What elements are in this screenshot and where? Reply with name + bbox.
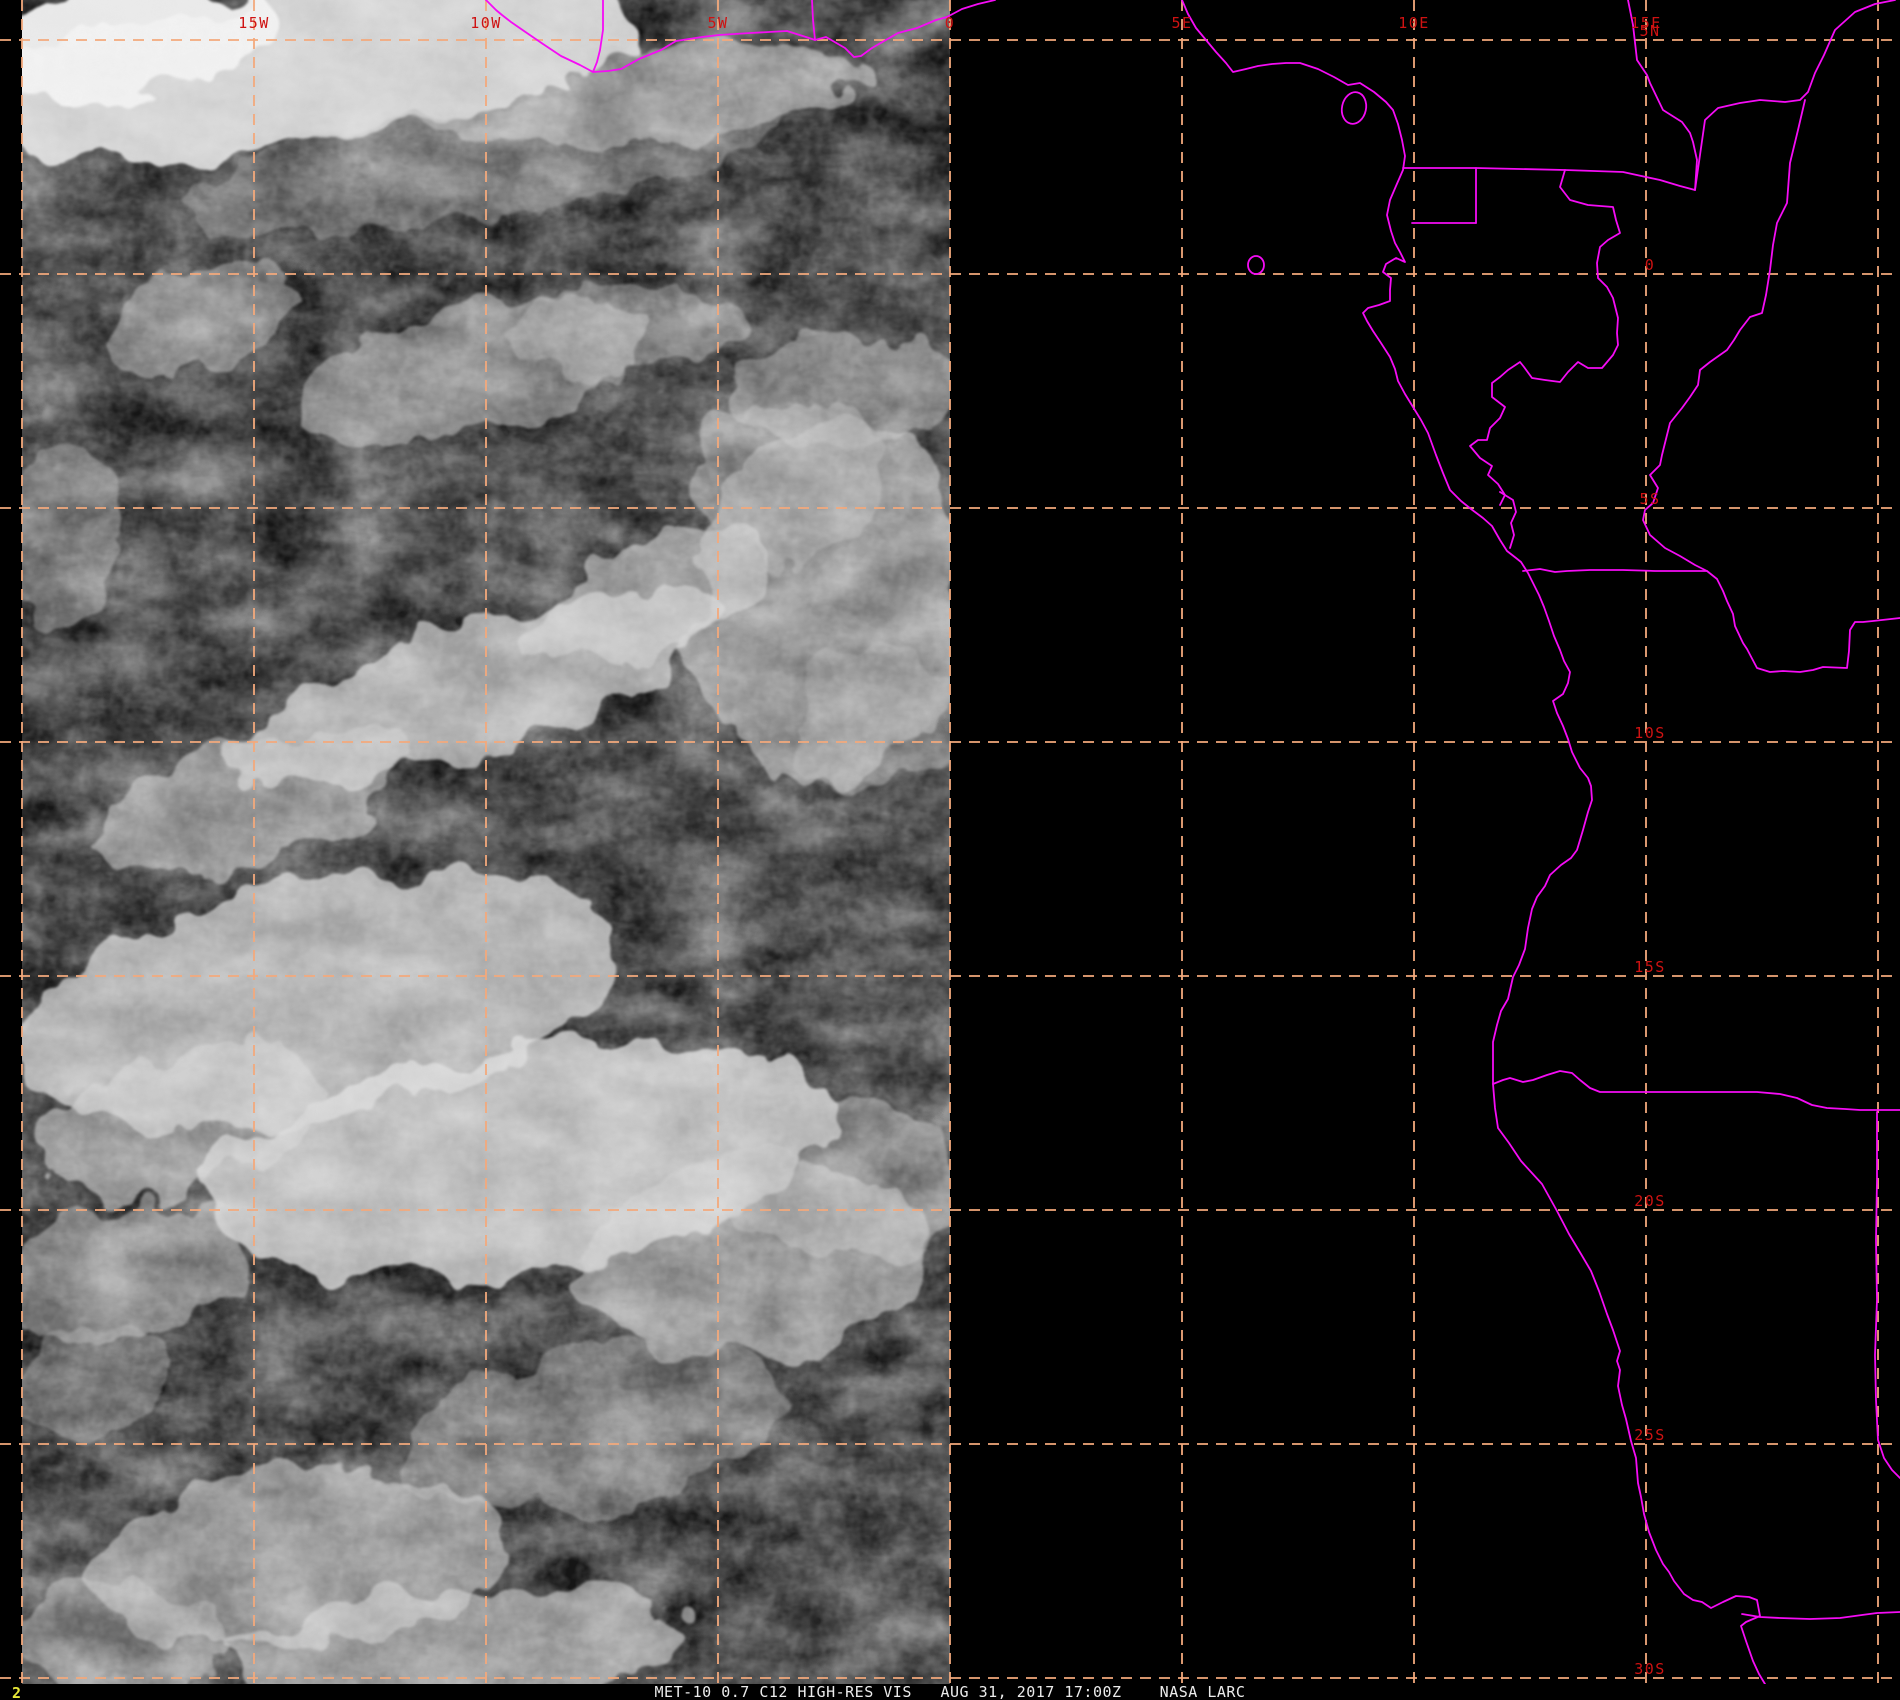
country-border xyxy=(1694,0,1896,191)
latitude-label: 5S xyxy=(1639,490,1660,508)
latitude-label: 20S xyxy=(1634,1192,1666,1210)
latitude-label: 5N xyxy=(1639,22,1660,40)
country-border xyxy=(1627,0,1698,191)
island-bioko xyxy=(1340,91,1368,125)
longitude-label: 5W xyxy=(707,14,728,32)
country-border xyxy=(1874,1111,1900,1479)
country-border xyxy=(1499,491,1517,549)
island-sao-tome xyxy=(1247,255,1265,275)
latitude-label: 15S xyxy=(1634,958,1666,976)
frame-counter: 2 xyxy=(12,1684,21,1700)
caption-bar-background xyxy=(0,1684,1900,1700)
coastline-layer xyxy=(485,0,1900,1685)
longitude-label: 10E xyxy=(1398,14,1430,32)
longitude-label: 10W xyxy=(470,14,502,32)
country-border xyxy=(1741,1611,1900,1620)
longitude-label: 15E xyxy=(1630,14,1662,32)
country-border xyxy=(592,0,604,73)
country-border xyxy=(1492,1070,1900,1111)
coastline xyxy=(485,0,996,73)
longitude-label: 0 xyxy=(945,14,956,32)
country-border xyxy=(1469,169,1621,506)
latitude-label: 10S xyxy=(1634,724,1666,742)
caption-bar: 2 MET-10 0.7 C12 HIGH-RES VIS AUG 31, 20… xyxy=(0,1683,1900,1700)
longitude-label: 15W xyxy=(238,14,270,32)
country-border xyxy=(1642,99,1806,572)
latitude-label: 25S xyxy=(1634,1426,1666,1444)
country-border xyxy=(811,0,816,41)
satellite-swath xyxy=(22,0,950,1684)
image-caption: MET-10 0.7 C12 HIGH-RES VIS AUG 31, 2017… xyxy=(655,1683,1246,1700)
coastline xyxy=(1181,0,1766,1685)
latitude-label: 30S xyxy=(1634,1660,1666,1678)
longitude-label: 5E xyxy=(1171,14,1192,32)
country-border xyxy=(1522,568,1900,673)
latitude-label: 0 xyxy=(1645,256,1656,274)
